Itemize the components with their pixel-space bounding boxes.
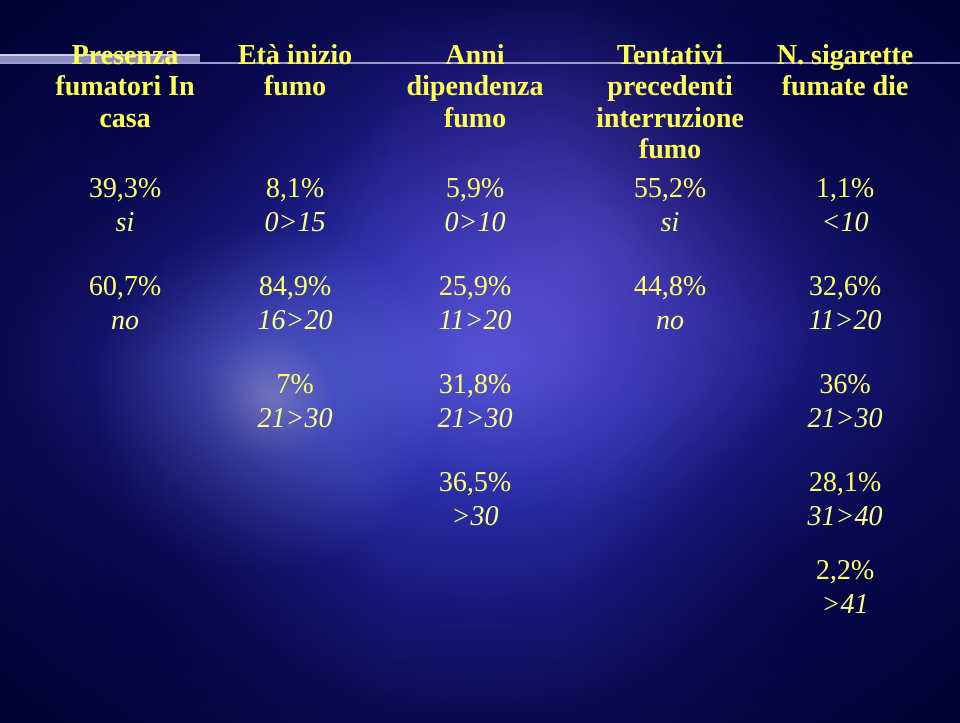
cell-value: 25,9% — [380, 269, 570, 305]
cell-sub: si — [570, 207, 770, 239]
cell-value: 5,9% — [380, 171, 570, 207]
col-header: N. sigarette fumate die — [770, 40, 920, 171]
cell-sub: 31>40 — [770, 501, 920, 533]
cell-sub — [570, 403, 770, 435]
cell-value: 36,5% — [380, 465, 570, 501]
cell-value — [570, 367, 770, 403]
cell-value — [210, 553, 380, 589]
cell-sub: 11>20 — [770, 305, 920, 337]
cell-value — [570, 553, 770, 589]
cell-value — [210, 465, 380, 501]
cell-sub: <10 — [770, 207, 920, 239]
cell-value — [570, 465, 770, 501]
table-row: no 16>20 11>20 no 11>20 — [40, 305, 920, 337]
cell-value: 32,6% — [770, 269, 920, 305]
data-table: Presenza fumatori In casa Età inizio fum… — [40, 40, 920, 621]
slide: Presenza fumatori In casa Età inizio fum… — [0, 0, 960, 723]
col-header: Anni dipendenza fumo — [380, 40, 570, 171]
cell-sub — [380, 589, 570, 621]
cell-value: 2,2% — [770, 553, 920, 589]
cell-value: 55,2% — [570, 171, 770, 207]
table-row: 60,7% 84,9% 25,9% 44,8% 32,6% — [40, 269, 920, 305]
cell-sub: si — [40, 207, 210, 239]
cell-sub: 11>20 — [380, 305, 570, 337]
cell-value: 31,8% — [380, 367, 570, 403]
cell-sub: 16>20 — [210, 305, 380, 337]
cell-value: 44,8% — [570, 269, 770, 305]
cell-sub — [40, 501, 210, 533]
cell-sub: >30 — [380, 501, 570, 533]
col-header: Presenza fumatori In casa — [40, 40, 210, 171]
table-row: >41 — [40, 589, 920, 621]
table-row: >30 31>40 — [40, 501, 920, 533]
cell-value: 28,1% — [770, 465, 920, 501]
table-row: 36,5% 28,1% — [40, 465, 920, 501]
cell-sub: no — [570, 305, 770, 337]
cell-sub: 21>30 — [770, 403, 920, 435]
cell-sub — [40, 403, 210, 435]
cell-value — [40, 465, 210, 501]
cell-value — [380, 553, 570, 589]
table-header-row: Presenza fumatori In casa Età inizio fum… — [40, 40, 920, 171]
cell-sub — [210, 589, 380, 621]
cell-value: 8,1% — [210, 171, 380, 207]
cell-value: 7% — [210, 367, 380, 403]
table-row: 2,2% — [40, 553, 920, 589]
col-header: Età inizio fumo — [210, 40, 380, 171]
table-row: si 0>15 0>10 si <10 — [40, 207, 920, 239]
cell-sub: >41 — [770, 589, 920, 621]
cell-sub — [210, 501, 380, 533]
cell-sub: 0>15 — [210, 207, 380, 239]
cell-sub — [570, 589, 770, 621]
cell-value: 1,1% — [770, 171, 920, 207]
cell-value: 36% — [770, 367, 920, 403]
cell-value — [40, 553, 210, 589]
cell-value — [40, 367, 210, 403]
col-header: Tentativi precedenti interruzione fumo — [570, 40, 770, 171]
table-row: 21>30 21>30 21>30 — [40, 403, 920, 435]
cell-value: 84,9% — [210, 269, 380, 305]
cell-sub: 21>30 — [210, 403, 380, 435]
cell-value: 60,7% — [40, 269, 210, 305]
cell-sub — [40, 589, 210, 621]
table-row: 39,3% 8,1% 5,9% 55,2% 1,1% — [40, 171, 920, 207]
cell-value: 39,3% — [40, 171, 210, 207]
cell-sub — [570, 501, 770, 533]
cell-sub: 0>10 — [380, 207, 570, 239]
table-row: 7% 31,8% 36% — [40, 367, 920, 403]
cell-sub: no — [40, 305, 210, 337]
cell-sub: 21>30 — [380, 403, 570, 435]
